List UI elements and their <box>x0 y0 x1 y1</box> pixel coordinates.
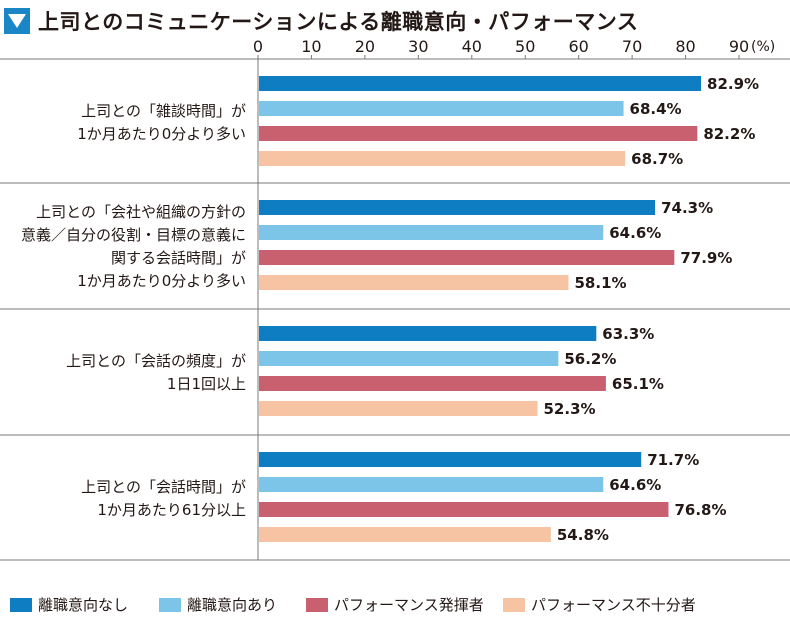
legend-item-2: パフォーマンス発揮者 <box>306 594 484 615</box>
legend-swatch <box>10 597 32 612</box>
x-tick-label-50: 50 <box>515 37 535 56</box>
data-label-s3-g3: 54.8% <box>557 526 609 544</box>
category-label-line: 1か月あたり61分以上 <box>97 501 246 519</box>
category-label-1: 上司との「会社や組織の方針の意義／自分の役割・目標の意義に関する会話時間」が 1か… <box>21 203 246 290</box>
legend-label: 離職意向あり <box>187 596 278 614</box>
bar-s1-g0 <box>259 101 624 116</box>
category-label-line: 上司との「会話時間」が <box>81 478 246 496</box>
chart-title: 上司とのコミュニケーションによる離職意向・パフォーマンス <box>38 10 639 34</box>
data-label-s3-g0: 68.7% <box>631 150 683 168</box>
category-label-line: 関する会話時間」が <box>111 249 246 267</box>
bar-s1-g1 <box>259 225 604 240</box>
data-label-s0-g1: 74.3% <box>661 199 713 217</box>
x-tick-label-80: 80 <box>675 37 695 56</box>
x-tick-label-70: 70 <box>622 37 642 56</box>
data-label-s0-g2: 63.3% <box>602 325 654 343</box>
legend-label: パフォーマンス不十分者 <box>531 596 696 614</box>
x-tick-label-40: 40 <box>462 37 482 56</box>
data-label-s2-g1: 77.9% <box>680 249 732 267</box>
x-tick-label-30: 30 <box>408 37 428 56</box>
bar-s0-g0 <box>259 76 702 91</box>
x-tick-label-20: 20 <box>355 37 375 56</box>
category-label-3: 上司との「会話時間」が 1か月あたり61分以上 <box>81 478 246 519</box>
legend-item-3: パフォーマンス不十分者 <box>503 594 696 615</box>
data-label-s2-g3: 76.8% <box>674 501 726 519</box>
bar-s0-g2 <box>259 326 597 341</box>
data-label-s3-g1: 58.1% <box>575 274 627 292</box>
data-label-s1-g0: 68.4% <box>630 100 682 118</box>
x-tick-label-90: 90 <box>729 37 749 56</box>
bar-s2-g2 <box>259 376 606 391</box>
bar-chart: 0 10 20 30 40 50 60 70 80 90 (%) 上司との「雑談時間」が 1か月あたり0… <box>0 37 790 561</box>
category-label-line: 上司との「会社や組織の方針の <box>36 203 246 221</box>
category-label-line: 1か月あたり0分より多い <box>77 125 246 143</box>
data-label-s0-g0: 82.9% <box>707 75 759 93</box>
category-label-line: 上司との「雑談時間」が <box>81 102 246 120</box>
bar-s3-g2 <box>259 401 538 416</box>
bar-s2-g3 <box>259 502 669 517</box>
x-tick-label-10: 10 <box>301 37 321 56</box>
legend-label: パフォーマンス発揮者 <box>334 596 484 614</box>
data-label-s0-g3: 71.7% <box>647 451 699 469</box>
bar-s2-g1 <box>259 250 675 265</box>
category-label-line: 上司との「会話の頻度」が <box>66 352 246 370</box>
x-tick-label-0: 0 <box>253 37 263 56</box>
bar-s3-g3 <box>259 527 551 542</box>
data-label-s1-g3: 64.6% <box>609 476 661 494</box>
bar-s0-g3 <box>259 452 642 467</box>
category-label-2: 上司との「会話の頻度」が 1日1回以上 <box>66 352 246 393</box>
data-label-s1-g1: 64.6% <box>609 224 661 242</box>
bar-s2-g0 <box>259 126 698 141</box>
triangle-down-icon <box>4 8 30 34</box>
legend-item-1: 離職意向あり <box>159 594 277 615</box>
bar-s3-g0 <box>259 151 626 166</box>
legend-item-0: 離職意向なし <box>10 594 128 615</box>
chart-title-bar: 上司とのコミュニケーションによる離職意向・パフォーマンス <box>4 4 638 38</box>
data-label-s3-g2: 52.3% <box>544 400 596 418</box>
category-label-line: 1日1回以上 <box>167 375 246 393</box>
legend-label: 離職意向なし <box>38 596 129 614</box>
bar-s0-g1 <box>259 200 656 215</box>
data-label-s2-g0: 82.2% <box>703 125 755 143</box>
legend-swatch <box>306 597 328 612</box>
legend-swatch <box>503 597 525 612</box>
x-tick-label-60: 60 <box>568 37 588 56</box>
bar-s1-g2 <box>259 351 559 366</box>
bar-s3-g1 <box>259 275 569 290</box>
category-label-0: 上司との「雑談時間」が 1か月あたり0分より多い <box>77 102 246 143</box>
data-label-s2-g2: 65.1% <box>612 375 664 393</box>
category-label-line: 1か月あたり0分より多い <box>77 272 246 290</box>
data-label-s1-g2: 56.2% <box>564 350 616 368</box>
x-unit-label: (%) <box>751 39 775 55</box>
legend-swatch <box>159 597 181 612</box>
category-label-line: 意義／自分の役割・目標の意義に <box>21 226 246 244</box>
bar-s1-g3 <box>259 477 604 492</box>
